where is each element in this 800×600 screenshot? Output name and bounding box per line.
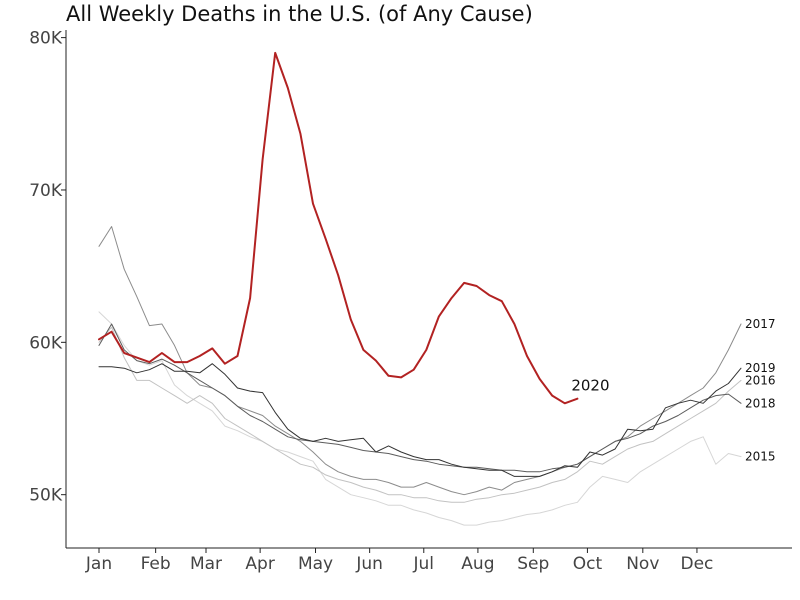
x-tick-label: Oct [573, 554, 603, 574]
x-tick-label: Nov [626, 554, 659, 574]
x-tick-label: Apr [245, 554, 274, 574]
x-tick-label: Jan [85, 554, 112, 574]
x-tick-label: Jun [355, 554, 383, 574]
series-label-2018: 2018 [745, 396, 776, 410]
series-label-2020: 2020 [571, 377, 609, 395]
y-tick-label: 60K [29, 333, 63, 353]
series-label-2019: 2019 [745, 361, 776, 375]
x-tick-label: Aug [461, 554, 494, 574]
series-label-2016: 2016 [745, 373, 776, 387]
series-line-2017 [98, 226, 742, 496]
axes: 50K 60K 70K 80K Jan Feb Mar Apr May Jun Jul Aug Sep O… [29, 29, 792, 574]
series-line-2016 [98, 326, 742, 503]
chart-title: All Weekly Deaths in the U.S. (of Any Ca… [66, 2, 533, 26]
series-layer [98, 51, 742, 526]
series-label-2015: 2015 [745, 450, 776, 464]
x-tick-label: Dec [680, 554, 713, 574]
y-tick-label: 80K [29, 29, 63, 49]
x-tick-label: Mar [190, 554, 222, 574]
x-tick-label: Feb [141, 554, 171, 574]
x-tick-label: Sep [517, 554, 549, 574]
series-line-2020 [98, 51, 579, 405]
series-label-2017: 2017 [745, 317, 776, 331]
series-line-2015 [98, 311, 742, 526]
series-labels: 2015 2016 2017 2018 2019 2020 [571, 317, 775, 464]
series-line-2019 [98, 363, 742, 477]
x-tick-label: Jul [413, 554, 435, 574]
y-tick-label: 50K [29, 486, 63, 506]
y-tick-label: 70K [29, 181, 63, 201]
x-tick-label: May [298, 554, 333, 574]
series-line-2018 [98, 323, 742, 473]
